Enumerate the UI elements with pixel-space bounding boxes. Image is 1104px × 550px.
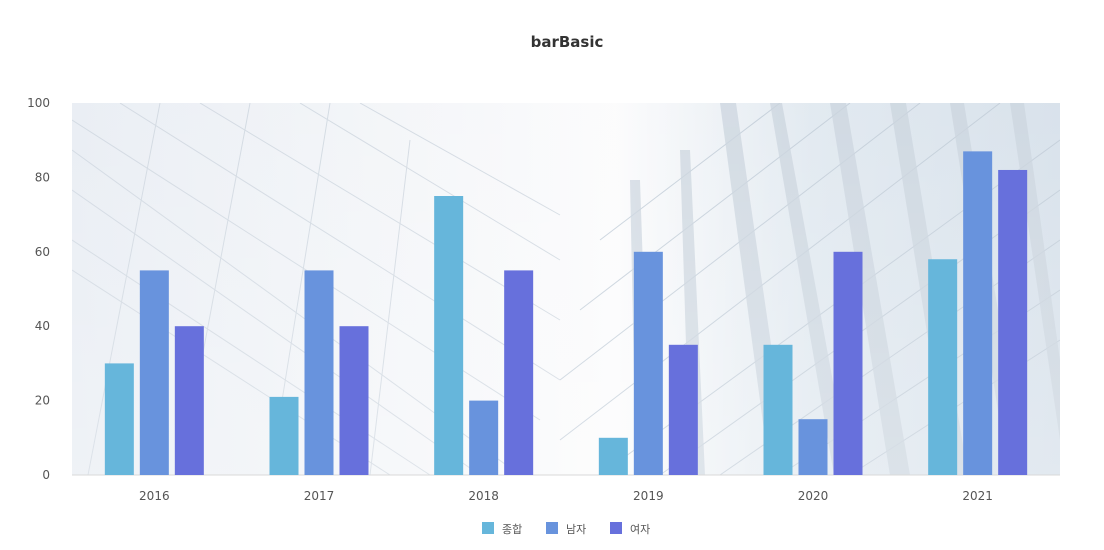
x-tick-label-2016: 2016 (139, 489, 170, 503)
bar-2018-series-2[interactable] (504, 270, 534, 475)
bar-2019-series-2[interactable] (668, 344, 698, 475)
bar-2019-series-0[interactable] (598, 437, 628, 475)
bar-2016-series-0[interactable] (104, 363, 134, 475)
x-axis-ticks: 2016 2017 2018 2019 2020 2021 (139, 489, 993, 503)
legend-item-1[interactable]: 남자 (546, 522, 586, 536)
legend-label-1: 남자 (566, 523, 586, 536)
chart-title: barBasic (531, 33, 604, 51)
x-tick-label-2020: 2020 (798, 489, 829, 503)
bar-2021-series-2[interactable] (998, 169, 1028, 475)
legend-item-0[interactable]: 종합 (482, 522, 522, 536)
bar-2021-series-0[interactable] (928, 259, 958, 475)
legend-item-2[interactable]: 여자 (610, 522, 650, 536)
x-tick-label-2019: 2019 (633, 489, 664, 503)
bar-2020-series-2[interactable] (833, 251, 863, 475)
plot-background-image (72, 103, 1060, 475)
legend[interactable]: 종합 남자 여자 (482, 522, 650, 536)
y-tick-label-5: 100 (27, 96, 50, 110)
bar-2016-series-1[interactable] (139, 270, 169, 475)
bar-2018-series-0[interactable] (434, 196, 464, 475)
bar-2019-series-1[interactable] (633, 251, 663, 475)
y-axis-ticks: 0 20 40 60 80 100 (27, 96, 50, 482)
y-tick-label-2: 40 (35, 319, 50, 333)
y-tick-label-1: 20 (35, 394, 50, 408)
legend-swatch-2 (610, 522, 622, 534)
bar-2020-series-1[interactable] (798, 419, 828, 475)
bar-2017-series-2[interactable] (339, 326, 369, 475)
bar-2017-series-0[interactable] (269, 396, 299, 475)
bar-2018-series-1[interactable] (469, 400, 499, 475)
y-tick-label-3: 60 (35, 245, 50, 259)
legend-label-2: 여자 (630, 523, 650, 536)
legend-label-0: 종합 (502, 523, 522, 536)
y-tick-label-4: 80 (35, 170, 50, 184)
y-tick-label-0: 0 (42, 468, 50, 482)
bar-series-group (104, 151, 1028, 476)
bar-2016-series-2[interactable] (174, 326, 204, 475)
legend-swatch-0 (482, 522, 494, 534)
x-tick-label-2018: 2018 (468, 489, 499, 503)
x-tick-label-2021: 2021 (962, 489, 993, 503)
bar-2021-series-1[interactable] (963, 151, 993, 476)
bar-2020-series-0[interactable] (763, 344, 793, 475)
bar-2017-series-1[interactable] (304, 270, 334, 475)
x-tick-label-2017: 2017 (304, 489, 335, 503)
legend-swatch-1 (546, 522, 558, 534)
